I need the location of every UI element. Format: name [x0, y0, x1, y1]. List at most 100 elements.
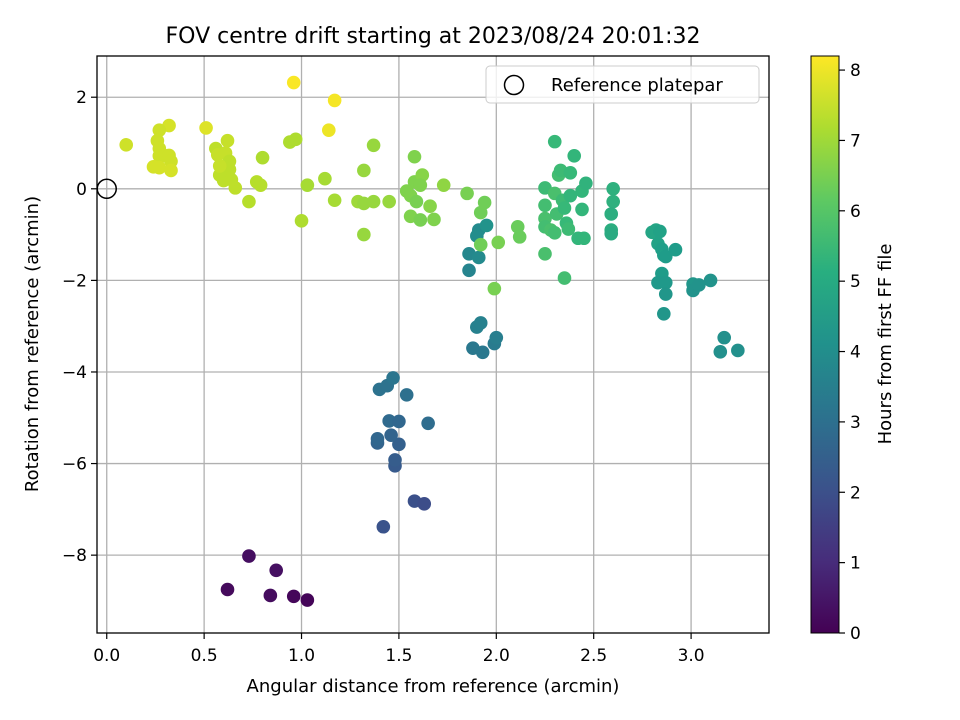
data-point [164, 163, 178, 178]
x-tick-label: 1.0 [288, 646, 315, 666]
y-axis-label: Rotation from reference (arcmin) [22, 196, 43, 492]
colorbar-tick-label: 0 [850, 624, 861, 644]
data-point [263, 588, 278, 603]
data-point [357, 227, 371, 242]
colorbar-tick-label: 7 [850, 131, 861, 151]
y-tick-label: −8 [62, 546, 87, 566]
data-point [407, 149, 422, 164]
data-points [119, 75, 745, 607]
plot-frame [96, 55, 770, 634]
data-point [415, 168, 430, 182]
data-point [253, 178, 268, 192]
data-point [427, 212, 441, 227]
data-point [703, 273, 718, 288]
x-tick-label: 0.5 [191, 646, 218, 666]
data-point [561, 222, 576, 236]
data-point [242, 549, 256, 563]
data-point [366, 194, 381, 209]
data-point [547, 134, 562, 149]
data-point [417, 497, 432, 511]
colorbar-tick-label: 1 [850, 554, 861, 574]
legend: Reference platepar [485, 65, 760, 104]
x-axis-ticks: 0.0 0.5 1.0 1.5 2.0 2.5 3.0 [93, 633, 705, 666]
data-point [300, 593, 315, 607]
data-point [392, 437, 406, 452]
data-point [473, 316, 488, 330]
data-point [269, 563, 284, 578]
data-point [119, 138, 134, 152]
y-tick-label: −2 [62, 271, 87, 291]
data-point [606, 182, 620, 196]
data-point [577, 231, 591, 246]
data-point [327, 193, 342, 208]
legend-box [485, 65, 760, 104]
data-point [477, 195, 492, 210]
colorbar-tick-label: 4 [850, 343, 861, 363]
data-point [421, 416, 435, 431]
x-tick-label: 1.5 [385, 646, 412, 666]
data-point [220, 582, 235, 597]
data-point [479, 218, 494, 233]
x-axis-label: Angular distance from reference (arcmin) [247, 676, 620, 697]
x-tick-label: 0.0 [93, 646, 120, 666]
data-point [392, 414, 406, 429]
data-point [413, 213, 428, 227]
data-point [382, 414, 396, 428]
data-point [653, 224, 667, 239]
data-point [471, 250, 486, 265]
colorbar-tick-label: 5 [850, 272, 861, 292]
data-point [382, 194, 396, 209]
x-tick-label: 2.5 [580, 646, 607, 666]
data-point [567, 149, 582, 163]
y-axis-ticks: −8 −6 −4 −2 0 2 [62, 88, 97, 566]
data-point [487, 281, 502, 296]
data-point [242, 194, 256, 209]
data-point [212, 159, 227, 173]
data-point [286, 589, 301, 604]
colorbar-tick-label: 6 [850, 202, 861, 222]
y-tick-label: −6 [62, 455, 87, 475]
data-point [318, 171, 332, 186]
data-point [152, 123, 167, 137]
data-point [384, 428, 398, 442]
data-point [510, 220, 525, 234]
data-point [658, 249, 673, 264]
colorbar-ticks: 0 1 2 3 4 5 6 7 8 [839, 61, 861, 644]
data-point [575, 202, 589, 217]
data-point [692, 278, 706, 292]
colorbar-tick-label: 8 [850, 61, 861, 81]
data-point [717, 330, 731, 345]
colorbar-gradient [810, 55, 840, 634]
colorbar: 0 1 2 3 4 5 6 7 8 Hours from first FF file [810, 55, 896, 644]
data-point [538, 247, 552, 261]
data-point [563, 188, 578, 203]
chart-title: FOV centre drift starting at 2023/08/24 … [166, 24, 701, 49]
data-point [224, 172, 239, 187]
data-point [547, 225, 562, 240]
colorbar-tick-label: 3 [850, 413, 861, 433]
colorbar-label: Hours from first FF file [875, 244, 896, 445]
data-point [286, 75, 301, 90]
data-point [321, 123, 336, 137]
legend-entry-label: Reference platepar [551, 75, 723, 96]
x-tick-label: 2.0 [483, 646, 510, 666]
data-point [423, 199, 437, 214]
data-point [220, 133, 235, 148]
data-point [657, 307, 671, 321]
colorbar-tick-label: 2 [850, 483, 861, 503]
data-point [658, 287, 673, 301]
data-point [512, 230, 527, 244]
y-tick-label: 2 [76, 88, 87, 108]
data-point [557, 271, 572, 285]
data-point [563, 165, 578, 180]
data-point [604, 207, 619, 221]
data-point [288, 132, 303, 147]
data-point [399, 388, 414, 402]
data-point [370, 432, 385, 446]
y-tick-label: 0 [76, 180, 87, 200]
data-point [199, 121, 213, 135]
data-point [294, 214, 309, 228]
data-point [713, 345, 728, 359]
data-point [606, 194, 620, 209]
